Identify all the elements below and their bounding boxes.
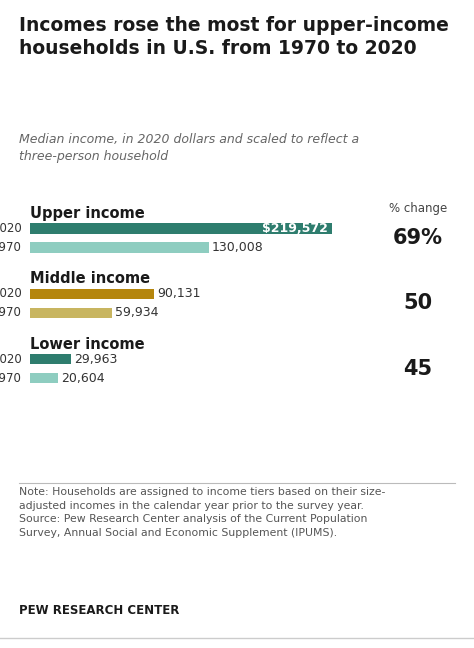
Text: 69%: 69%: [393, 228, 443, 248]
Text: Median income, in 2020 dollars and scaled to reflect a
three-person household: Median income, in 2020 dollars and scale…: [19, 133, 359, 163]
Bar: [29, 373, 58, 384]
Bar: [29, 224, 332, 234]
Text: 59,934: 59,934: [115, 307, 159, 319]
Text: 1970: 1970: [0, 241, 22, 254]
Text: 2020: 2020: [0, 353, 22, 365]
Bar: [29, 242, 209, 253]
Text: 50: 50: [403, 294, 433, 314]
Text: 45: 45: [403, 359, 433, 379]
Text: 130,008: 130,008: [212, 241, 264, 254]
Text: 2020: 2020: [0, 288, 22, 301]
Text: Middle income: Middle income: [29, 272, 150, 286]
Text: PEW RESEARCH CENTER: PEW RESEARCH CENTER: [19, 604, 179, 617]
Text: 29,963: 29,963: [74, 353, 118, 365]
Bar: [29, 308, 112, 318]
Text: Incomes rose the most for upper-income
households in U.S. from 1970 to 2020: Incomes rose the most for upper-income h…: [19, 16, 449, 58]
Text: 1970: 1970: [0, 307, 22, 319]
Text: Lower income: Lower income: [29, 337, 144, 352]
Text: 20,604: 20,604: [61, 372, 105, 385]
Text: Upper income: Upper income: [29, 206, 144, 221]
Bar: [29, 289, 154, 299]
Bar: [29, 354, 71, 364]
Text: 2020: 2020: [0, 222, 22, 235]
Text: 90,131: 90,131: [157, 288, 201, 301]
Text: $219,572: $219,572: [262, 222, 328, 235]
Text: % change: % change: [389, 202, 447, 214]
Text: 1970: 1970: [0, 372, 22, 385]
Text: Note: Households are assigned to income tiers based on their size-
adjusted inco: Note: Households are assigned to income …: [19, 487, 385, 538]
